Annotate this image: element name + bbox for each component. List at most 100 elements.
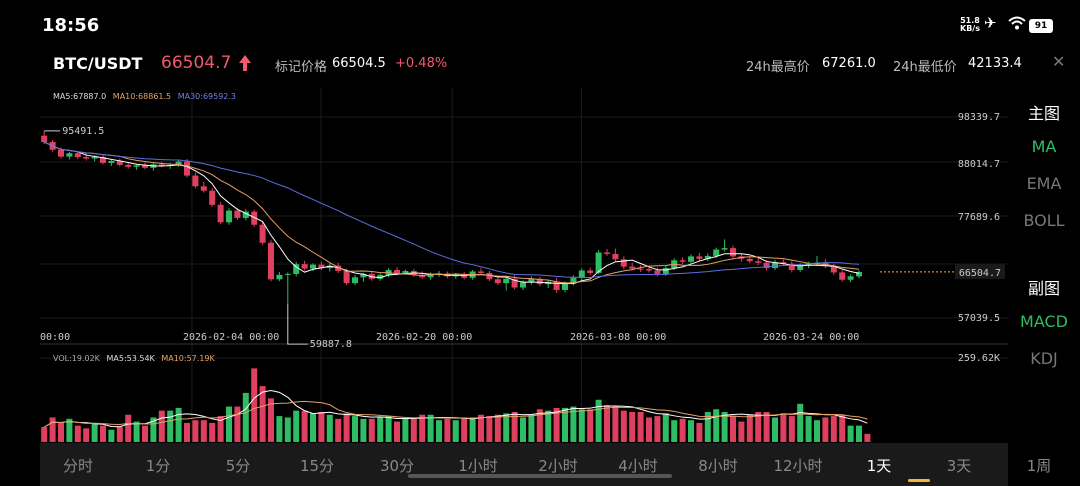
- tab-fenshi[interactable]: 分时: [62, 457, 93, 475]
- indicator-boll[interactable]: BOLL: [1023, 211, 1065, 230]
- volume-bar: [58, 422, 64, 442]
- candle-body: [293, 264, 300, 274]
- volume-bar: [385, 416, 392, 442]
- volume-bar: [679, 418, 686, 442]
- candle-body: [402, 270, 409, 274]
- date-axis-label: 2026-02-04 00:00: [183, 332, 279, 343]
- candle-body: [503, 278, 510, 284]
- tab-2h[interactable]: 2小时: [538, 457, 578, 475]
- candle-body: [326, 265, 333, 269]
- volume-axis-label: 259.62K: [958, 353, 1000, 364]
- volume-bar: [108, 429, 115, 442]
- candle-body: [839, 272, 846, 280]
- volume-bar: [284, 417, 291, 442]
- volume-bar: [562, 407, 568, 442]
- volume-bar: [125, 414, 132, 442]
- volume-bar: [184, 422, 190, 442]
- chart-grid: [40, 88, 1008, 442]
- volume-bar: [410, 418, 417, 442]
- candle-body: [688, 256, 694, 262]
- candle-body: [242, 211, 249, 218]
- candle-body: [175, 161, 182, 165]
- candle-body: [604, 252, 610, 254]
- candle-body: [595, 252, 602, 273]
- volume-bar: [461, 417, 468, 442]
- candle-body: [578, 270, 585, 278]
- volume-bar: [814, 420, 820, 442]
- trading-pair[interactable]: BTC/USDT: [53, 54, 143, 73]
- volume-bar: [158, 410, 165, 442]
- candle-body: [721, 248, 728, 250]
- tab-4h[interactable]: 4小时: [618, 457, 658, 475]
- timeframe-bar: 分时 1分 5分 15分 30分 1小时 2小时 4小时 8小时 12小时 1天…: [40, 443, 1008, 486]
- status-bar: 18:56 51.8 KB/s ✈ 91: [0, 0, 1080, 46]
- candle-body: [226, 210, 232, 223]
- volume-axis: 259.62K: [958, 353, 1000, 364]
- tab-30m[interactable]: 30分: [379, 457, 415, 475]
- network-speed-value: 51.8: [960, 16, 980, 25]
- tab-5m[interactable]: 5分: [225, 457, 251, 475]
- price-axis: 98339.788014.777689.667364.657039.566504…: [880, 112, 1005, 324]
- candle-body: [746, 258, 753, 262]
- volume-bar: [553, 407, 560, 442]
- vol-ma10-legend: MA10:57.19K: [161, 354, 215, 363]
- tab-15m[interactable]: 15分: [299, 457, 335, 475]
- volume-bar: [646, 417, 652, 442]
- volume-bar: [478, 414, 484, 442]
- candle-body: [730, 248, 736, 257]
- tab-3d[interactable]: 3天: [946, 457, 972, 475]
- candle-body: [587, 270, 594, 273]
- tab-1d[interactable]: 1天: [866, 457, 892, 475]
- indicator-kdj[interactable]: KDJ: [1030, 349, 1058, 368]
- ma10-line: [43, 141, 860, 284]
- volume-bar: [142, 425, 148, 442]
- candle-body: [66, 153, 73, 157]
- tab-8h[interactable]: 8小时: [698, 457, 738, 475]
- volume-bar: [49, 417, 56, 442]
- kline-chart[interactable]: 98339.788014.777689.667364.657039.566504…: [0, 0, 1008, 443]
- price-axis-label: 88014.7: [958, 159, 1000, 170]
- low-value: 42133.4: [968, 56, 1022, 71]
- candle-body: [301, 264, 308, 269]
- candle-body: [335, 265, 342, 271]
- tab-12h[interactable]: 12小时: [773, 457, 823, 475]
- candle-body: [713, 249, 720, 256]
- indicator-macd[interactable]: MACD: [1020, 312, 1068, 331]
- tab-1m[interactable]: 1分: [145, 457, 171, 475]
- volume-bar: [578, 409, 585, 442]
- battery-icon: 91: [1029, 19, 1053, 33]
- volume-bar: [822, 417, 829, 442]
- tab-1h[interactable]: 1小时: [458, 457, 498, 475]
- candle-body: [377, 274, 384, 279]
- candle-body: [318, 264, 325, 269]
- volume-bar: [41, 427, 48, 442]
- ma5-legend: MA5:67887.0: [53, 92, 107, 101]
- candle-body: [268, 242, 274, 280]
- volume-bar: [83, 428, 90, 442]
- volume-bar: [746, 414, 753, 442]
- volume-bar: [469, 417, 476, 442]
- network-speed-unit: KB/s: [960, 24, 980, 33]
- ma-legend: MA5:67887.0 MA10:68861.5 MA30:69592.3: [53, 92, 236, 101]
- indicator-ema[interactable]: EMA: [1026, 174, 1062, 193]
- candle-body: [251, 211, 258, 225]
- candle-body: [478, 271, 484, 273]
- candle-body: [41, 135, 48, 143]
- volume-bar: [209, 422, 216, 442]
- volume-bar: [427, 414, 434, 442]
- candle-body: [217, 204, 224, 223]
- volume-bar: [704, 412, 711, 442]
- candle-body: [553, 281, 560, 290]
- indicator-ma[interactable]: MA: [1031, 137, 1057, 156]
- tab-1w[interactable]: 1周: [1026, 457, 1052, 475]
- volume-bar: [864, 433, 871, 442]
- volume-bar: [662, 413, 669, 442]
- price-axis-label: 98339.7: [958, 112, 1000, 123]
- candle-body: [116, 160, 123, 165]
- volume-bar: [730, 416, 736, 442]
- close-icon[interactable]: ✕: [1052, 52, 1066, 71]
- candle-body: [184, 161, 190, 176]
- candle-body: [108, 160, 115, 163]
- candle-body: [200, 186, 207, 191]
- min-marker-label: 59887.8: [310, 339, 352, 350]
